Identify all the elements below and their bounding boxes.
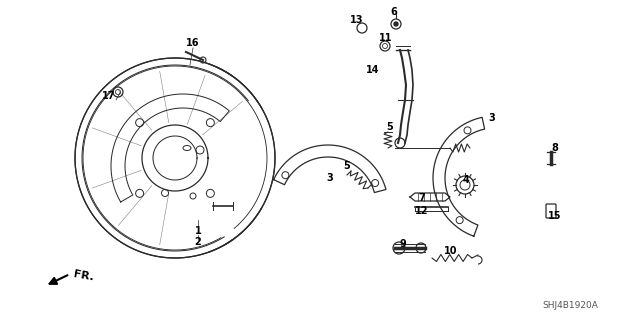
Text: 1: 1 <box>195 226 202 236</box>
Text: 3: 3 <box>326 173 333 183</box>
Text: 4: 4 <box>463 175 469 185</box>
Circle shape <box>394 22 398 26</box>
Text: 15: 15 <box>548 211 562 221</box>
Text: 8: 8 <box>552 143 559 153</box>
Text: 5: 5 <box>387 122 394 132</box>
Text: 16: 16 <box>186 38 200 48</box>
Text: 11: 11 <box>380 33 393 43</box>
Text: 2: 2 <box>195 237 202 247</box>
Text: 14: 14 <box>366 65 380 75</box>
Text: FR.: FR. <box>73 269 95 283</box>
Text: 7: 7 <box>419 193 426 203</box>
Text: 9: 9 <box>399 239 406 249</box>
Text: 13: 13 <box>350 15 364 25</box>
Text: 3: 3 <box>488 113 495 123</box>
Text: 6: 6 <box>390 7 397 17</box>
Text: 17: 17 <box>102 91 116 101</box>
Text: 12: 12 <box>415 206 429 216</box>
Text: 5: 5 <box>344 161 350 171</box>
Text: SHJ4B1920A: SHJ4B1920A <box>542 301 598 310</box>
Text: 10: 10 <box>444 246 458 256</box>
